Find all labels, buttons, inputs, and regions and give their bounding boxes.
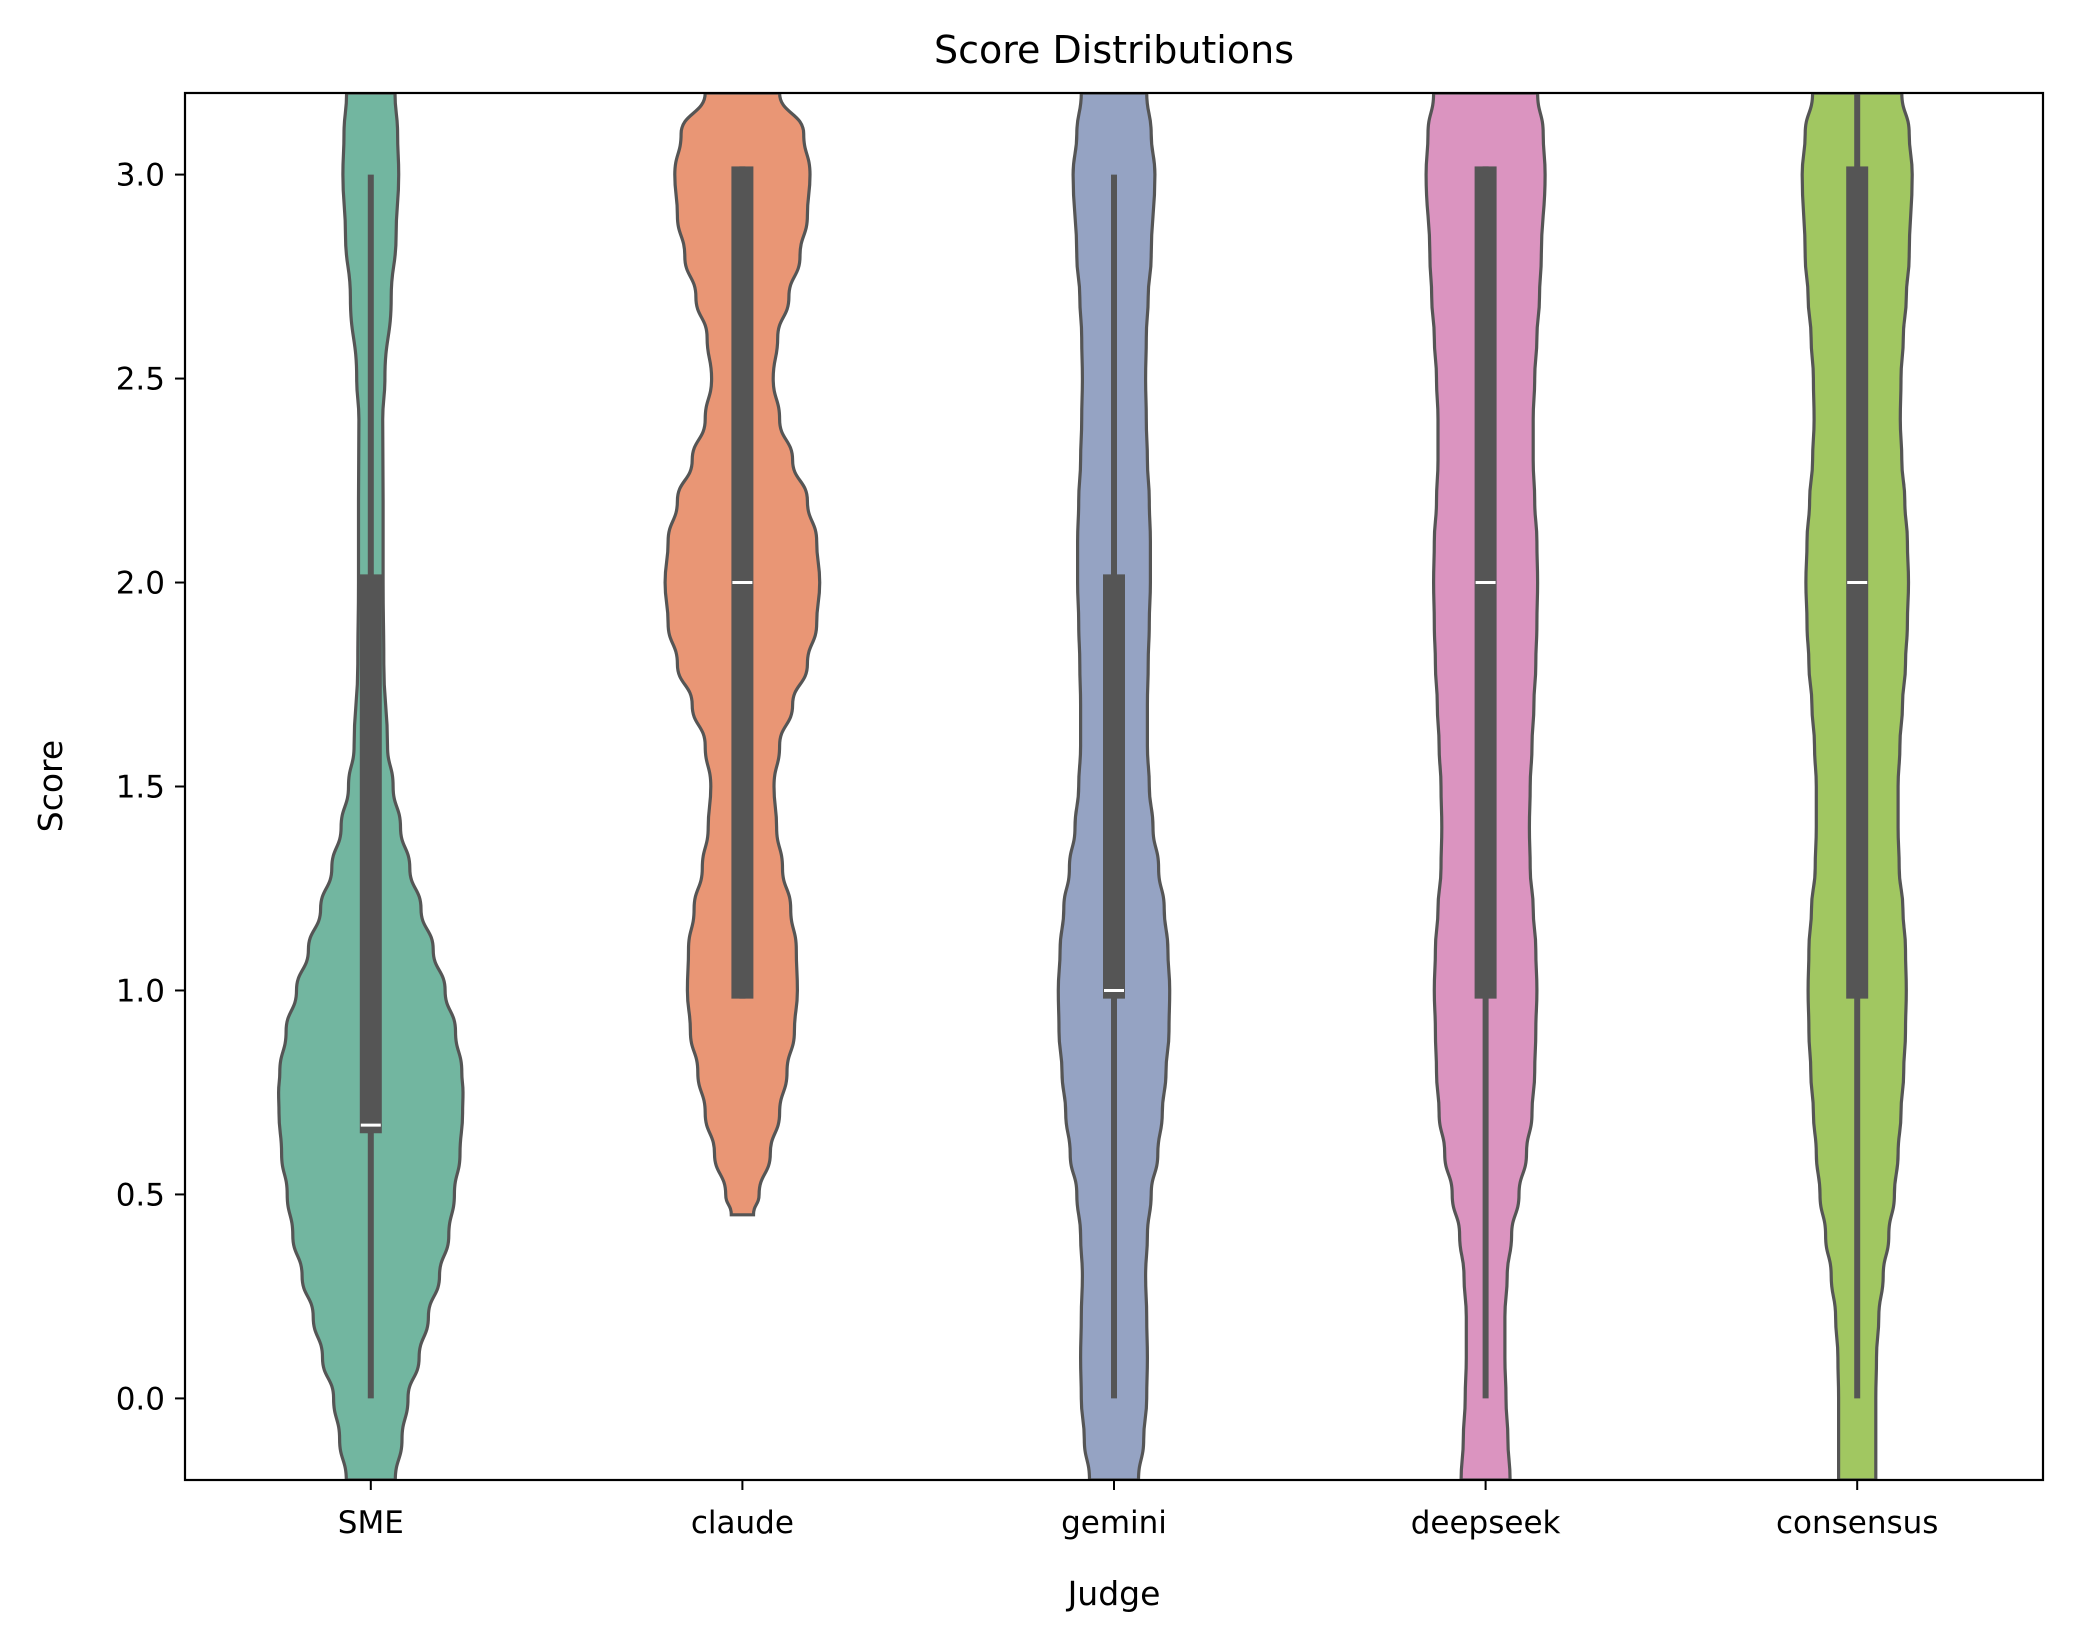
- y-axis: 0.0 0.5 1.0 1.5 2.0 2.5 3.0: [116, 158, 185, 1417]
- iqr-box-gemini: [1103, 574, 1125, 999]
- y-tick-label: 1.0: [116, 973, 165, 1009]
- y-tick-label: 2.5: [116, 362, 165, 398]
- iqr-box-sme: [359, 574, 382, 1134]
- y-tick-label: 2.0: [116, 566, 165, 602]
- y-tick-label: 1.5: [116, 770, 165, 806]
- y-tick-label: 0.0: [116, 1381, 165, 1417]
- y-axis-label: Score: [31, 740, 70, 832]
- x-axis-label: Judge: [1066, 1574, 1161, 1613]
- x-tick-label: claude: [691, 1505, 794, 1541]
- x-tick-label: SME: [338, 1505, 404, 1541]
- x-tick-label: consensus: [1776, 1505, 1938, 1541]
- x-tick-label: deepseek: [1411, 1505, 1561, 1541]
- x-axis: SME claude gemini deepseek consensus: [338, 1480, 1938, 1541]
- boxes-layer: [359, 93, 1869, 1399]
- x-tick-label: gemini: [1061, 1505, 1167, 1541]
- y-tick-label: 3.0: [116, 158, 165, 194]
- chart-title: Score Distributions: [934, 28, 1294, 72]
- y-tick-label: 0.5: [116, 1177, 165, 1213]
